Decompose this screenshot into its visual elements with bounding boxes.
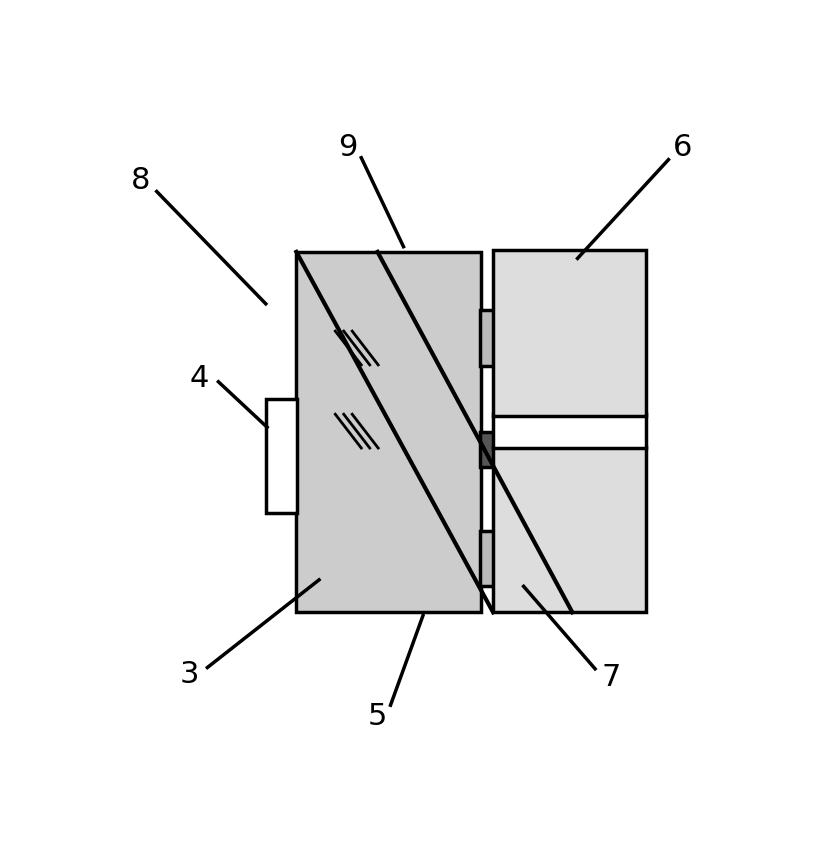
Bar bbox=[480, 310, 494, 365]
Bar bbox=[493, 447, 646, 613]
Text: 9: 9 bbox=[339, 134, 358, 162]
Text: 3: 3 bbox=[179, 660, 199, 689]
Bar bbox=[480, 531, 494, 586]
Bar bbox=[493, 250, 646, 415]
Text: 7: 7 bbox=[602, 662, 621, 692]
Text: 5: 5 bbox=[368, 701, 387, 731]
Bar bbox=[493, 415, 646, 448]
Text: 8: 8 bbox=[131, 166, 150, 195]
Bar bbox=[297, 252, 481, 613]
Bar bbox=[266, 399, 297, 513]
Text: 4: 4 bbox=[189, 364, 209, 393]
Text: 6: 6 bbox=[673, 134, 692, 162]
Bar bbox=[480, 431, 494, 468]
